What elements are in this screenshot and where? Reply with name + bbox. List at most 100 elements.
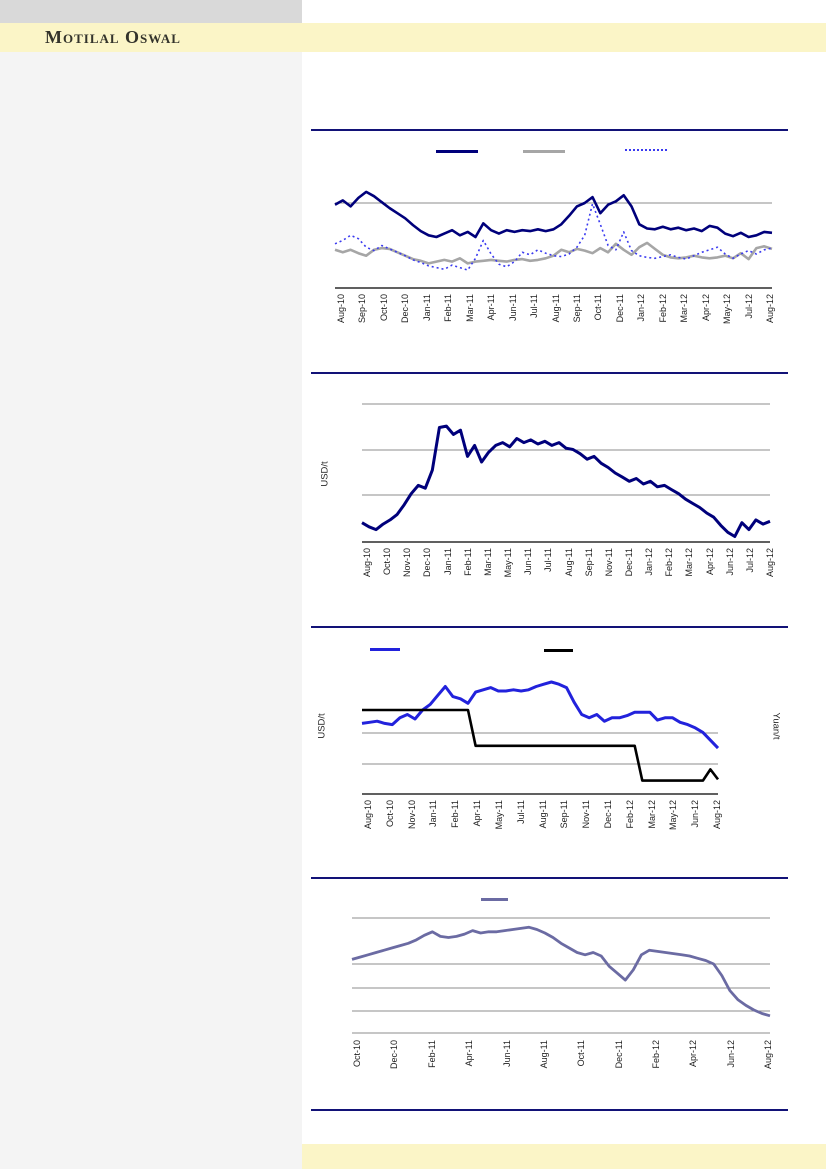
chart-4-x-axis-labels: Oct-10 Dec-10 Feb-11 Apr-11 Jun-11 Aug-11 Oct-… bbox=[0, 1040, 826, 1104]
x-tick-label: Jun-11 bbox=[523, 548, 534, 575]
section-rule-5 bbox=[311, 1109, 788, 1111]
chart-1-plot bbox=[334, 190, 773, 289]
x-tick-label: May-12 bbox=[722, 294, 733, 325]
chart-1-series-gray-solid bbox=[334, 241, 773, 265]
x-tick-label: Sep-11 bbox=[559, 800, 570, 829]
x-tick-label: Mar-12 bbox=[679, 294, 690, 323]
x-tick-label: Aug-11 bbox=[538, 1040, 549, 1069]
x-tick-label: Mar-11 bbox=[464, 294, 475, 322]
x-tick-label: Jul-12 bbox=[744, 548, 755, 573]
x-tick-label: Jun-11 bbox=[507, 294, 518, 321]
x-tick-label: Apr-11 bbox=[472, 800, 483, 827]
x-tick-label: Jan-11 bbox=[442, 548, 453, 575]
x-tick-label: Dec-11 bbox=[614, 294, 625, 323]
chart-2-ylabel: USD/t bbox=[319, 461, 331, 487]
x-tick-label: Dec-10 bbox=[389, 1040, 400, 1070]
x-tick-label: Jan-12 bbox=[644, 548, 655, 576]
x-tick-label: Dec-11 bbox=[613, 1040, 624, 1069]
x-tick-label: Jun-12 bbox=[724, 548, 735, 576]
chart-2-series-navy-solid bbox=[361, 424, 771, 538]
x-tick-label: Oct-11 bbox=[593, 294, 604, 321]
x-tick-label: Dec-10 bbox=[400, 294, 411, 324]
x-tick-label: Feb-12 bbox=[664, 548, 675, 577]
x-tick-label: Feb-12 bbox=[657, 294, 668, 323]
brand-banner bbox=[0, 23, 826, 52]
chart-1-legend-navy-swatch bbox=[436, 150, 478, 153]
x-tick-label: Aug-11 bbox=[563, 548, 574, 577]
x-tick-label: Sep-10 bbox=[357, 294, 368, 324]
x-tick-label: Jul-12 bbox=[743, 294, 754, 319]
x-tick-label: Jun-12 bbox=[725, 1040, 736, 1068]
x-tick-label: Aug-11 bbox=[550, 294, 561, 323]
chart-1-series-navy-solid bbox=[334, 190, 773, 239]
chart-2-x-axis-labels: Aug-10 Oct-10 Nov-10 Dec-10 Jan-11 Feb-11 Mar-… bbox=[0, 548, 826, 612]
x-tick-label: Aug-12 bbox=[765, 548, 775, 578]
x-tick-label: Jul-11 bbox=[543, 548, 554, 572]
chart-1-x-axis-labels: Aug-10 Sep-10 Oct-10 Dec-10 Jan-11 Feb-11 Mar-… bbox=[0, 294, 826, 358]
x-tick-label: Jul-11 bbox=[515, 800, 526, 824]
brand-logo: Motilal Oswal bbox=[45, 27, 181, 47]
x-tick-label: Mar-12 bbox=[684, 548, 695, 577]
section-rule-4 bbox=[311, 877, 788, 879]
x-tick-label: Feb-11 bbox=[443, 294, 454, 322]
x-tick-label: May-11 bbox=[503, 548, 514, 578]
x-tick-label: Aug-10 bbox=[363, 800, 373, 830]
x-tick-label: Feb-12 bbox=[650, 1040, 661, 1069]
x-tick-label: Feb-11 bbox=[462, 548, 473, 576]
x-tick-label: Mar-11 bbox=[482, 548, 493, 576]
x-tick-label: Nov-10 bbox=[402, 548, 413, 578]
x-tick-label: Apr-12 bbox=[700, 294, 711, 322]
chart-3-plot bbox=[361, 680, 720, 795]
x-tick-label: Aug-12 bbox=[765, 294, 775, 324]
chart-3-series-blue-solid bbox=[361, 680, 720, 750]
x-tick-label: Jun-12 bbox=[690, 800, 701, 828]
x-tick-label: Jan-11 bbox=[428, 800, 439, 827]
x-tick-label: Feb-12 bbox=[624, 800, 635, 829]
header-gray-block bbox=[0, 0, 302, 23]
x-tick-label: Jan-12 bbox=[636, 294, 647, 322]
x-tick-label: Feb-11 bbox=[426, 1040, 437, 1068]
chart-3-legend-black-swatch bbox=[544, 649, 573, 652]
chart-3-series-black-step bbox=[362, 708, 720, 782]
x-tick-label: Apr-12 bbox=[688, 1040, 699, 1068]
chart-3-ylabel-right: Yuan/t bbox=[770, 712, 782, 740]
x-tick-label: Aug-12 bbox=[763, 1040, 773, 1070]
x-tick-label: Dec-10 bbox=[422, 548, 433, 578]
x-tick-label: Nov-11 bbox=[603, 548, 614, 577]
chart-4-series-slate-solid bbox=[351, 925, 771, 1018]
chart-3-legend-blue-swatch bbox=[370, 648, 400, 651]
chart-4-plot bbox=[351, 917, 771, 1034]
x-tick-label: Jul-11 bbox=[529, 294, 539, 318]
x-tick-label: Aug-12 bbox=[712, 800, 722, 830]
x-tick-label: Sep-11 bbox=[572, 294, 582, 323]
x-tick-label: Dec-11 bbox=[624, 548, 634, 577]
chart-4-legend-slate-swatch bbox=[481, 898, 508, 901]
x-tick-label: Apr-11 bbox=[464, 1040, 475, 1067]
chart-1-legend-gray-swatch bbox=[523, 150, 565, 153]
x-tick-label: Aug-10 bbox=[336, 294, 346, 324]
x-tick-label: Oct-10 bbox=[378, 294, 389, 322]
x-tick-label: Apr-11 bbox=[486, 294, 497, 321]
x-tick-label: Sep-11 bbox=[583, 548, 594, 577]
x-tick-label: Oct-10 bbox=[352, 1040, 362, 1068]
x-tick-label: Oct-11 bbox=[576, 1040, 587, 1067]
x-tick-label: Nov-11 bbox=[581, 800, 592, 829]
x-tick-label: Feb-11 bbox=[450, 800, 461, 828]
x-tick-label: Jun-11 bbox=[501, 1040, 512, 1067]
x-tick-label: Jan-11 bbox=[421, 294, 432, 321]
x-tick-label: Apr-12 bbox=[704, 548, 715, 576]
chart-3-x-axis-labels: Aug-10 Oct-10 Nov-10 Jan-11 Feb-11 Apr-11 May-… bbox=[0, 800, 826, 864]
footer-bar bbox=[302, 1144, 826, 1169]
x-tick-label: May-12 bbox=[668, 800, 679, 831]
chart-2-plot bbox=[361, 403, 771, 543]
x-tick-label: Oct-10 bbox=[382, 548, 393, 576]
chart-3-ylabel-left: USD/t bbox=[316, 713, 328, 739]
x-tick-label: Oct-10 bbox=[384, 800, 395, 828]
x-tick-label: Mar-12 bbox=[646, 800, 657, 829]
section-rule-3 bbox=[311, 626, 788, 628]
x-tick-label: Dec-11 bbox=[602, 800, 613, 829]
x-tick-label: May-11 bbox=[493, 800, 504, 830]
x-tick-label: Aug-10 bbox=[362, 548, 372, 578]
